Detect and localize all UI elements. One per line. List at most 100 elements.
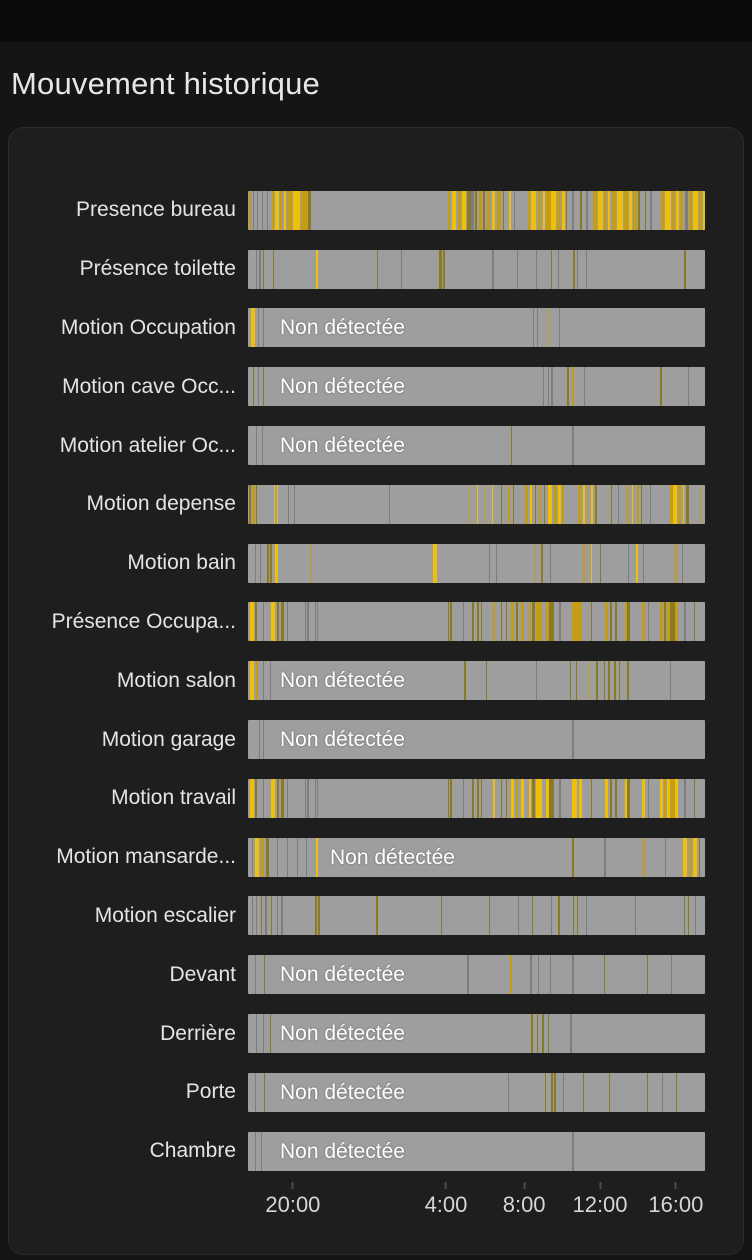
detected-stripe: [615, 602, 617, 642]
timeline-bar[interactable]: [248, 543, 705, 583]
state-separator: [537, 308, 539, 348]
detected-stripe: [255, 778, 257, 818]
state-separator: [572, 1131, 574, 1171]
detected-stripe: [535, 602, 543, 642]
timeline-bar[interactable]: Non détectée: [248, 837, 705, 877]
timeline-bar[interactable]: [248, 778, 705, 818]
detected-stripe: [576, 896, 578, 936]
timeline-bar[interactable]: [248, 602, 705, 642]
detected-stripe: [433, 543, 437, 583]
detected-stripe: [276, 778, 280, 818]
detected-stripe: [590, 778, 593, 818]
detected-stripe: [274, 190, 279, 230]
detected-stripe: [520, 602, 525, 642]
state-separator: [650, 190, 652, 230]
state-separator: [314, 602, 317, 642]
detected-stripe: [376, 249, 379, 289]
detected-stripe: [515, 778, 519, 818]
state-separator: [489, 543, 491, 583]
detected-stripe: [502, 190, 505, 230]
sensor-label: Présence toilette: [79, 257, 236, 281]
detected-stripe: [534, 484, 537, 524]
timeline-bar[interactable]: [248, 896, 705, 936]
sensor-row: Porte Non détectée: [9, 1063, 743, 1122]
detected-stripe: [627, 778, 631, 818]
detected-stripe: [545, 602, 549, 642]
detected-stripe: [684, 249, 687, 289]
sensor-row: Motion travail: [9, 769, 743, 828]
detected-stripe: [547, 1014, 550, 1054]
detected-stripe: [536, 1014, 539, 1054]
sensor-row: Motion escalier: [9, 887, 743, 946]
detected-stripe: [599, 543, 602, 583]
state-separator: [255, 955, 257, 995]
detected-stripe: [508, 484, 510, 524]
detected-stripe: [554, 1072, 556, 1112]
state-separator: [628, 543, 630, 583]
detected-stripe: [572, 896, 575, 936]
state-text: Non détectée: [280, 1022, 405, 1046]
detected-stripe: [477, 778, 479, 818]
state-separator: [265, 896, 267, 936]
detected-stripe: [608, 661, 610, 701]
state-separator: [304, 778, 306, 818]
state-separator: [550, 896, 553, 936]
timeline-bar[interactable]: [248, 249, 705, 289]
detected-stripe: [699, 190, 703, 230]
sensor-label: Motion travail: [111, 786, 236, 810]
detected-stripe: [617, 190, 624, 230]
timeline-bar[interactable]: Non détectée: [248, 720, 705, 760]
detected-stripe: [627, 602, 631, 642]
timeline-bar[interactable]: Non détectée: [248, 661, 705, 701]
state-separator: [267, 190, 269, 230]
state-separator: [258, 367, 260, 407]
detected-stripe: [464, 661, 466, 701]
timeline-bar[interactable]: [248, 484, 705, 524]
detected-stripe: [567, 367, 569, 407]
detected-stripe: [529, 484, 532, 524]
detected-stripe: [493, 778, 495, 818]
timeline-bar[interactable]: Non détectée: [248, 1014, 705, 1054]
state-separator: [263, 778, 265, 818]
state-separator: [670, 955, 672, 995]
detected-stripe: [641, 778, 645, 818]
detected-stripe: [267, 543, 269, 583]
state-separator: [254, 543, 256, 583]
detected-stripe: [316, 837, 319, 877]
timeline-bar[interactable]: [248, 190, 705, 230]
state-text: Non détectée: [330, 845, 455, 869]
state-separator: [535, 661, 538, 701]
detected-stripe: [627, 484, 630, 524]
detected-stripe: [646, 955, 649, 995]
detected-stripe: [545, 778, 549, 818]
detected-stripe: [447, 190, 451, 230]
detected-stripe: [687, 896, 689, 936]
detected-stripe: [263, 367, 265, 407]
timeline-bar[interactable]: Non détectée: [248, 1131, 705, 1171]
timeline-bar[interactable]: Non détectée: [248, 367, 705, 407]
detected-stripe: [693, 602, 695, 642]
state-separator: [618, 484, 620, 524]
state-separator: [251, 896, 253, 936]
timeline-bar[interactable]: Non détectée: [248, 1072, 705, 1112]
state-separator: [492, 249, 494, 289]
detected-stripe: [281, 602, 285, 642]
detected-stripe: [583, 543, 585, 583]
detected-stripe: [588, 661, 591, 701]
detected-stripe: [467, 190, 471, 230]
detected-stripe: [562, 484, 565, 524]
detected-stripe: [270, 543, 272, 583]
detected-stripe: [500, 778, 503, 818]
detected-stripe: [551, 190, 556, 230]
timeline-bar[interactable]: Non détectée: [248, 308, 705, 348]
timeline-bar[interactable]: Non détectée: [248, 955, 705, 995]
detected-stripe: [273, 484, 276, 524]
state-separator: [508, 1072, 510, 1112]
sensor-row: Présence toilette: [9, 240, 743, 299]
detected-stripe: [682, 484, 685, 524]
detected-stripe: [644, 190, 647, 230]
state-separator: [517, 896, 519, 936]
timeline-bar[interactable]: Non détectée: [248, 426, 705, 466]
detected-stripe: [488, 896, 491, 936]
detected-stripe: [675, 778, 679, 818]
